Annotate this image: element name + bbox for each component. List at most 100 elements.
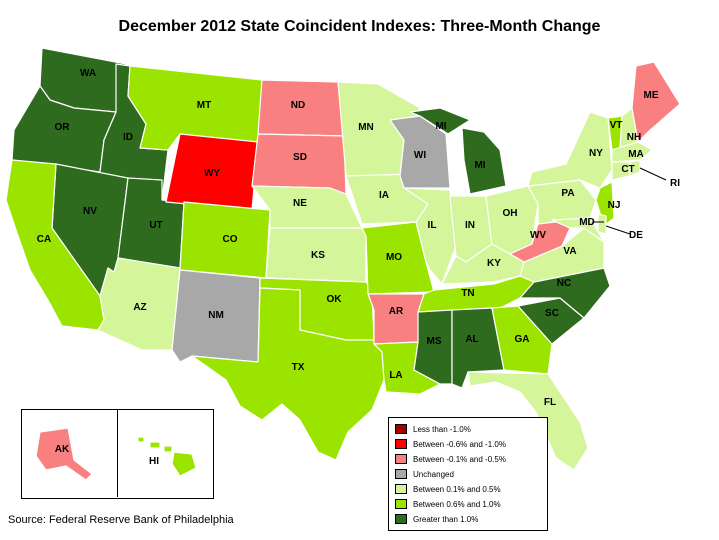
state-NJ bbox=[595, 181, 615, 227]
label-MD: MD bbox=[579, 217, 595, 228]
label-DE: DE bbox=[629, 230, 643, 241]
label-OH: OH bbox=[503, 208, 518, 219]
legend: Less than -1.0% Between -0.6% and -1.0% Be… bbox=[388, 417, 548, 531]
state-TX bbox=[191, 287, 385, 461]
label-MO: MO bbox=[386, 252, 402, 263]
state-CA bbox=[5, 159, 105, 331]
state-OH bbox=[485, 185, 539, 255]
state-RI bbox=[629, 159, 641, 177]
inset-divider bbox=[117, 409, 118, 497]
label-ND: ND bbox=[291, 100, 305, 111]
state-AK bbox=[35, 427, 93, 481]
label-MN: MN bbox=[358, 122, 374, 133]
label-AZ: AZ bbox=[133, 302, 146, 313]
legend-swatch bbox=[395, 454, 407, 464]
state-SD bbox=[251, 133, 347, 195]
legend-item: Between -0.6% and -1.0% bbox=[395, 439, 506, 449]
state-HI-1 bbox=[137, 436, 145, 443]
label-FL: FL bbox=[544, 397, 556, 408]
label-TX: TX bbox=[292, 362, 305, 373]
label-WI: WI bbox=[414, 150, 426, 161]
state-FL bbox=[467, 371, 589, 471]
label-WA: WA bbox=[80, 68, 96, 79]
state-ME bbox=[631, 61, 681, 143]
label-CO: CO bbox=[223, 234, 238, 245]
label-NC: NC bbox=[557, 278, 571, 289]
label-ME: ME bbox=[644, 90, 659, 101]
label-AR: AR bbox=[389, 306, 404, 317]
label-NJ: NJ bbox=[608, 200, 621, 211]
legend-swatch bbox=[395, 469, 407, 479]
label-AK: AK bbox=[55, 444, 70, 455]
label-MT: MT bbox=[197, 100, 211, 111]
legend-swatch bbox=[395, 439, 407, 449]
legend-label: Between 0.6% and 1.0% bbox=[413, 499, 501, 509]
legend-swatch bbox=[395, 499, 407, 509]
label-OK: OK bbox=[327, 294, 343, 305]
label-OR: OR bbox=[55, 122, 71, 133]
label-HI: HI bbox=[149, 456, 159, 467]
state-AR bbox=[367, 293, 425, 345]
state-KS bbox=[265, 227, 367, 283]
label-AL: AL bbox=[465, 334, 478, 345]
label-LA: LA bbox=[389, 370, 402, 381]
state-GA bbox=[491, 305, 553, 375]
state-labels: WA OR ID NV CA MT WY UT AZ CO NM ND SD NE KS OK TX MN IA MO… bbox=[37, 68, 680, 467]
leader-lines bbox=[592, 167, 667, 235]
leader-DE bbox=[605, 225, 631, 235]
state-MI-lower bbox=[461, 127, 507, 195]
legend-item: Unchanged bbox=[395, 469, 454, 479]
state-MD bbox=[551, 217, 605, 243]
legend-item: Between 0.1% and 0.5% bbox=[395, 484, 501, 494]
label-CT: CT bbox=[621, 164, 634, 175]
label-MA: MA bbox=[628, 149, 644, 160]
label-VT: VT bbox=[610, 120, 623, 131]
source-note: Source: Federal Reserve Bank of Philadel… bbox=[8, 514, 234, 526]
legend-item: Between 0.6% and 1.0% bbox=[395, 499, 501, 509]
state-HI-3 bbox=[163, 445, 173, 453]
label-NH: NH bbox=[627, 132, 641, 143]
legend-label: Between -0.1% and -0.5% bbox=[413, 454, 506, 464]
label-CA: CA bbox=[37, 234, 51, 245]
legend-label: Greater than 1.0% bbox=[413, 514, 479, 524]
label-VA: VA bbox=[563, 246, 576, 257]
map-title: December 2012 State Coincident Indexes: … bbox=[118, 18, 601, 35]
state-HI-2 bbox=[149, 441, 161, 449]
label-IA: IA bbox=[379, 190, 389, 201]
label-NY: NY bbox=[589, 148, 603, 159]
state-MI-upper bbox=[409, 107, 471, 135]
label-WY: WY bbox=[204, 168, 220, 179]
state-MS bbox=[413, 309, 453, 385]
label-ID: ID bbox=[123, 132, 133, 143]
legend-label: Unchanged bbox=[413, 469, 454, 479]
legend-swatch bbox=[395, 424, 407, 434]
label-GA: GA bbox=[515, 334, 530, 345]
label-RI: RI bbox=[670, 178, 680, 189]
legend-label: Between 0.1% and 0.5% bbox=[413, 484, 501, 494]
legend-swatch bbox=[395, 514, 407, 524]
label-WV: WV bbox=[530, 230, 546, 241]
label-MI: MI bbox=[435, 121, 446, 132]
label-SC: SC bbox=[545, 308, 559, 319]
state-MA bbox=[611, 141, 653, 163]
legend-item: Between -0.1% and -0.5% bbox=[395, 454, 506, 464]
legend-item: Greater than 1.0% bbox=[395, 514, 478, 524]
state-DE bbox=[597, 213, 607, 235]
states-layer bbox=[5, 47, 681, 481]
label-IL: IL bbox=[428, 220, 437, 231]
label-KY: KY bbox=[487, 258, 501, 269]
state-HI-4 bbox=[171, 451, 197, 477]
label-SD: SD bbox=[293, 152, 307, 163]
label-NV: NV bbox=[83, 206, 97, 217]
legend-label: Between -0.6% and -1.0% bbox=[413, 439, 506, 449]
label-UT: UT bbox=[149, 220, 162, 231]
legend-label: Less than -1.0% bbox=[413, 424, 471, 434]
label-KS: KS bbox=[311, 250, 325, 261]
label-TN: TN bbox=[461, 288, 474, 299]
label-PA: PA bbox=[561, 188, 574, 199]
label-IN: IN bbox=[465, 220, 475, 231]
label-MS: MS bbox=[427, 336, 442, 347]
label-NE: NE bbox=[293, 198, 307, 209]
legend-swatch bbox=[395, 484, 407, 494]
